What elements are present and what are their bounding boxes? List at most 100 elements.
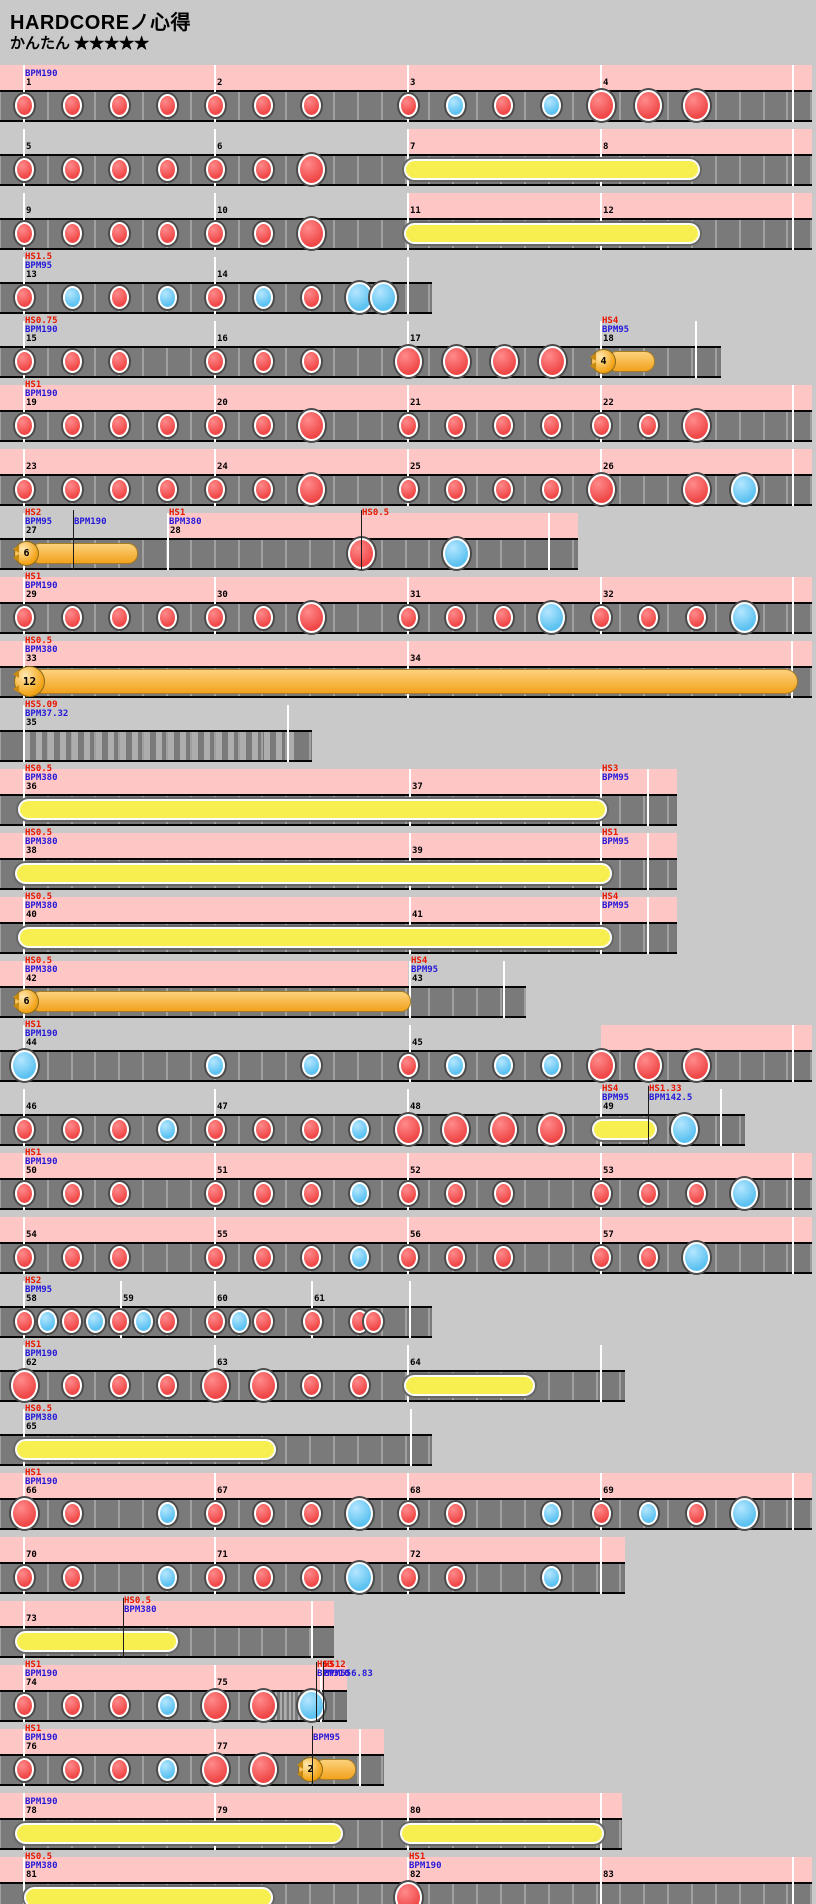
bpm-marker: BPM380 <box>25 1861 58 1871</box>
speed-change-line <box>323 1662 324 1722</box>
beat-gridline <box>428 1884 431 1904</box>
barline <box>407 65 409 122</box>
note-don <box>109 414 129 437</box>
barline <box>214 1089 216 1146</box>
beat-gridline <box>189 1564 192 1592</box>
balloon-tail <box>30 991 411 1012</box>
beat-gridline <box>428 1116 431 1144</box>
note-ka-big <box>369 282 397 313</box>
note-don <box>445 1246 465 1269</box>
sub-beat-stripe <box>252 732 258 760</box>
beat-gridline <box>356 1884 359 1904</box>
beat-gridline <box>786 1884 789 1904</box>
drumroll <box>404 1375 535 1396</box>
beat-gridline <box>476 476 479 504</box>
beat-gridline <box>738 220 741 248</box>
beat-gridline <box>166 1180 169 1208</box>
note-don-big <box>10 1370 38 1401</box>
sub-beat-stripe <box>228 732 234 760</box>
beat-gridline <box>94 1180 97 1208</box>
note-don <box>109 1246 129 1269</box>
beat-gridline <box>714 348 717 376</box>
gogo-band <box>0 769 677 794</box>
note-don-big <box>537 1114 565 1145</box>
barline <box>792 1857 794 1904</box>
beat-gridline <box>428 988 431 1016</box>
beat-gridline <box>428 92 431 120</box>
measure-number: 36 <box>26 782 37 792</box>
beat-gridline <box>213 540 216 568</box>
beat-gridline <box>714 92 717 120</box>
barline <box>600 577 602 634</box>
barline <box>214 65 216 122</box>
beat-gridline <box>285 284 288 312</box>
note-don <box>109 478 129 501</box>
measure-number: 29 <box>26 590 37 600</box>
gogo-band <box>0 961 408 986</box>
gogo-band <box>408 193 812 218</box>
beat-gridline <box>46 1692 49 1720</box>
note-don <box>109 286 129 309</box>
beat-gridline <box>333 1436 336 1464</box>
beat-gridline <box>404 284 407 312</box>
barline <box>600 1793 602 1850</box>
hs-marker: HS3 <box>317 1660 334 1670</box>
note-ka <box>301 1054 321 1077</box>
barline <box>23 1793 25 1850</box>
beat-gridline <box>0 92 1 120</box>
beat-gridline <box>285 540 288 568</box>
beat-gridline <box>428 604 431 632</box>
barline <box>792 1473 794 1530</box>
note-don <box>157 94 177 117</box>
note-ka-big <box>345 282 373 313</box>
note-ka-big <box>730 602 758 633</box>
beat-gridline <box>94 1244 97 1272</box>
beat-gridline <box>738 92 741 120</box>
beat-gridline <box>189 1308 192 1336</box>
beat-gridline <box>142 348 145 376</box>
beat-gridline <box>619 1564 622 1592</box>
measure-number: 54 <box>26 1230 37 1240</box>
barline <box>407 1217 409 1274</box>
beat-gridline <box>595 1564 598 1592</box>
beat-gridline <box>714 1884 717 1904</box>
note-don <box>62 94 82 117</box>
row: 9 10 11 12 <box>0 190 814 254</box>
beat-gridline <box>309 540 312 568</box>
beat-gridline <box>70 732 73 760</box>
note-don-big <box>394 1114 422 1145</box>
beat-gridline <box>46 604 49 632</box>
barline <box>214 193 216 250</box>
note-don-big <box>538 346 566 377</box>
beat-gridline <box>667 476 670 504</box>
measure-number: 69 <box>603 1486 614 1496</box>
bpm-marker: BPM380 <box>25 645 58 655</box>
barline <box>600 385 602 442</box>
note-don <box>14 1246 34 1269</box>
note-don <box>686 606 706 629</box>
bpm-marker: BPM556.83 <box>324 1669 373 1679</box>
note-don <box>398 1182 418 1205</box>
beat-gridline <box>142 156 145 184</box>
note-don <box>14 606 34 629</box>
bpm-marker: BPM380 <box>25 901 58 911</box>
barline <box>214 449 216 506</box>
beat-gridline <box>237 1116 240 1144</box>
bpm-marker: BPM142.5 <box>649 1093 693 1103</box>
barline <box>214 257 216 314</box>
hs-marker: HS0.5 <box>25 828 53 838</box>
barline <box>791 641 793 698</box>
beat-gridline <box>285 1884 288 1904</box>
beat-gridline <box>285 1756 288 1784</box>
sub-beat-stripe <box>72 732 78 760</box>
beat-gridline <box>0 476 1 504</box>
note-ka <box>157 1502 177 1525</box>
barline <box>600 1153 602 1210</box>
beat-gridline <box>46 1116 49 1144</box>
note-ka <box>541 1502 561 1525</box>
beat-gridline <box>786 220 789 248</box>
beat-gridline <box>428 476 431 504</box>
note-don <box>253 1566 273 1589</box>
note-don <box>301 1182 321 1205</box>
beat-gridline <box>333 220 336 248</box>
